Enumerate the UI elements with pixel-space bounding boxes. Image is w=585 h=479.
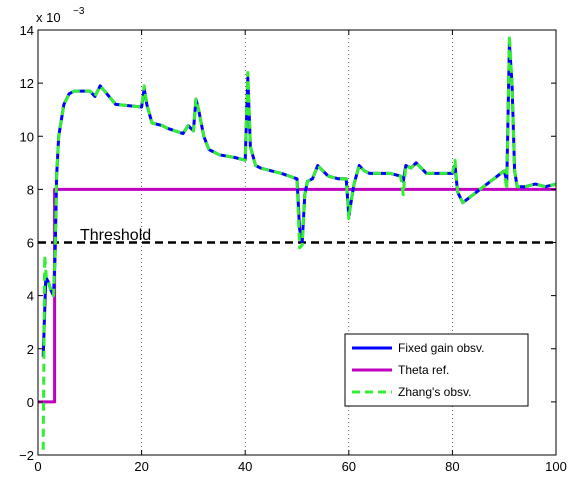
y-tick-label: 12	[20, 76, 34, 91]
series-layer	[38, 33, 557, 450]
y-tick-label: 8	[27, 182, 34, 197]
y-tick-label: 2	[27, 342, 34, 357]
y-tick-label: 6	[27, 236, 34, 251]
x-tick-label: 100	[545, 459, 567, 474]
y-tick-label: 10	[20, 129, 34, 144]
y-tick-label: −2	[19, 448, 34, 463]
y-tick-label: 14	[20, 23, 34, 38]
series-line-zhang	[41, 33, 557, 450]
legend: Fixed gain obsv. Theta ref. Zhang's obsv…	[344, 333, 529, 407]
x-tick-label: 40	[238, 459, 252, 474]
legend-label-theta-ref: Theta ref.	[398, 363, 449, 377]
y-tick-label: 4	[27, 289, 34, 304]
y-axis: −2 0 2 4 6 8 10 12 14	[19, 23, 556, 463]
legend-label-zhang: Zhang's obsv.	[398, 385, 471, 399]
x-tick-label: 0	[34, 459, 41, 474]
y-scale-exponent: −3	[73, 6, 85, 17]
threshold-annotation: Threshold	[80, 227, 151, 244]
y-scale-label: x 10	[36, 10, 61, 25]
y-tick-label: 0	[27, 395, 34, 410]
grid-lines	[141, 30, 453, 455]
x-tick-label: 80	[445, 459, 459, 474]
y-scale-factor: x 10 −3	[36, 6, 85, 25]
x-tick-label: 20	[134, 459, 148, 474]
x-tick-label: 60	[342, 459, 356, 474]
x-axis: 0 20 40 60 80 100	[34, 30, 567, 474]
legend-label-fixed-gain: Fixed gain obsv.	[398, 341, 485, 355]
